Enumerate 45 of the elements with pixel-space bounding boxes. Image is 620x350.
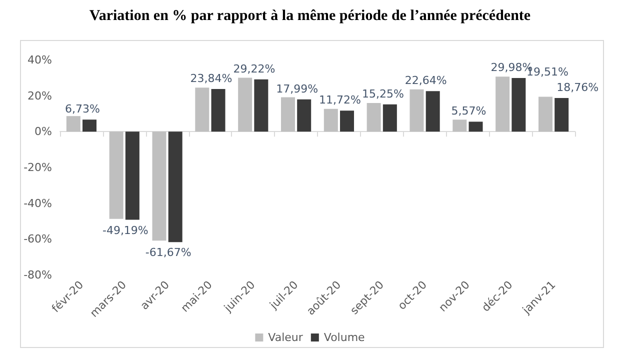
y-tick-label: -40% [24,196,52,210]
bar [238,78,252,132]
bar [496,76,510,132]
bar [66,116,80,132]
bar [382,104,397,132]
data-label: 23,84% [190,72,232,85]
data-label: 29,22% [233,62,276,76]
bar [211,88,226,132]
y-tick-label: 0% [34,125,52,138]
bar [426,91,440,132]
bar [82,120,97,132]
data-label: 15,25% [362,87,404,100]
bar [195,88,210,132]
data-label: 18,76% [556,81,599,94]
y-tick-label: -20% [24,161,52,174]
bar [468,122,483,132]
legend-label: Volume [324,331,366,344]
data-label: 11,72% [319,94,361,107]
bar [125,132,140,220]
bar [366,103,381,132]
bar [109,132,124,219]
bar [512,78,526,132]
bar [538,96,552,132]
bar [340,110,354,132]
bar [324,108,338,132]
y-tick-label: 20% [28,89,52,102]
bar [452,120,467,132]
data-label: 17,99% [276,82,318,96]
bar [554,98,569,132]
legend-label: Valeur [268,331,304,344]
data-label: -61,67% [145,246,192,260]
bar [254,79,268,132]
chart-title: Variation en % par rapport à la même période de l’année précédente [88,8,532,25]
bar [280,97,295,132]
y-tick-label: -60% [24,232,52,246]
y-tick-label: -80% [24,268,52,282]
y-tick-label: 40% [28,54,52,66]
bar [297,99,312,132]
bar [152,132,166,241]
bar [410,89,424,132]
data-label: 22,64% [404,74,447,88]
data-label: 5,57% [451,104,486,118]
data-label: 6,73% [65,102,100,116]
data-label: -49,19% [102,224,148,237]
bar [168,132,182,242]
